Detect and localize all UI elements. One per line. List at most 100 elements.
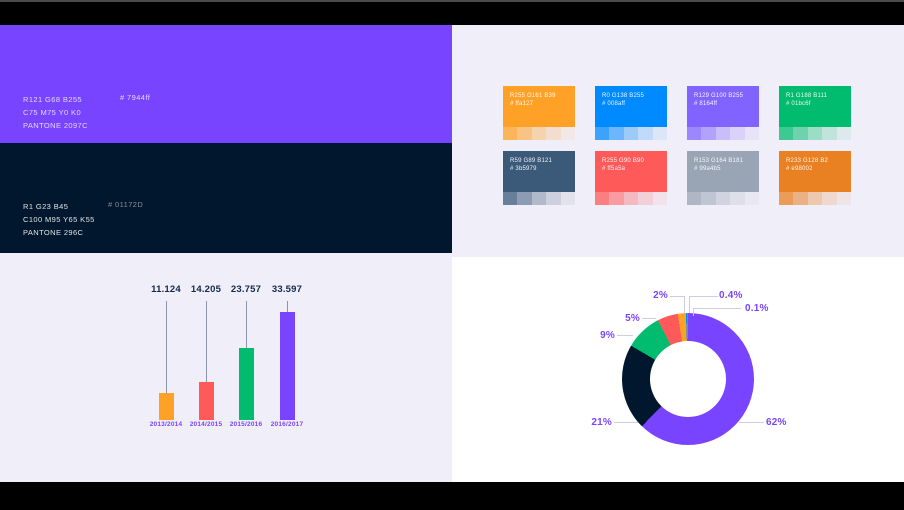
color-swatch-card: R255 G90 B90 # ff5a5a: [595, 151, 668, 205]
swatch-tint-strip: [503, 192, 576, 205]
swatch-tint-step: [638, 192, 653, 205]
swatch-color-area: R153 G164 B181 # 99a4b5: [687, 151, 759, 192]
swatch-tint-strip: [687, 192, 760, 205]
swatch-tint-step: [623, 127, 639, 140]
primary-cmyk-value: C75 M75 Y0 K0: [23, 108, 82, 117]
swatch-rgb-value: R153 G164 B181: [694, 158, 744, 164]
swatch-tint-step: [503, 192, 518, 205]
swatch-tint-step: [517, 192, 532, 205]
primary-color-block: R121 G68 B255 C75 M75 Y0 K0 PANTONE 2097…: [0, 25, 452, 143]
bar-2013/2014: [158, 393, 174, 420]
swatch-tint-step: [560, 127, 576, 140]
bar-leader-line: [206, 301, 207, 382]
bar-leader-line: [166, 301, 167, 393]
swatch-tint-strip: [595, 192, 668, 205]
secondary-cmyk-value: C100 M95 Y65 K55: [23, 215, 95, 224]
swatch-tint-step: [836, 192, 852, 205]
primary-hex-value: # 7944ff: [120, 93, 151, 102]
swatch-tint-step: [609, 127, 624, 140]
swatch-tint-step: [730, 127, 745, 140]
swatch-hex-value: # 3b5979: [510, 166, 537, 172]
top-divider: [0, 0, 904, 2]
swatch-hex-value: # ffa127: [510, 101, 534, 107]
leader-line-9pct: [617, 335, 633, 336]
bar-leader-line: [246, 301, 247, 348]
swatch-hex-value: # ff5a5a: [602, 166, 626, 172]
color-swatch-card: R233 G128 B2 # e98002: [779, 151, 852, 205]
swatch-rgb-value: R0 G138 B255: [602, 93, 645, 99]
swatch-tint-step: [623, 192, 639, 205]
swatch-color-area: R1 G188 B111 # 01bc6f: [779, 86, 851, 127]
swatch-tint-step: [744, 127, 760, 140]
swatch-color-area: R255 G161 B39 # ffa127: [503, 86, 575, 127]
swatch-hex-value: # e98002: [786, 166, 813, 172]
swatch-tint-step: [793, 127, 808, 140]
bar-2015/2016: [238, 348, 254, 420]
swatch-rgb-value: R59 G89 B121: [510, 158, 553, 164]
swatch-color-area: R233 G128 B2 # e98002: [779, 151, 851, 192]
swatch-tint-step: [531, 127, 547, 140]
leader-line-2pct-h: [670, 296, 684, 297]
swatch-tint-step: [701, 127, 716, 140]
donut-hole: [650, 341, 726, 417]
swatch-color-area: R255 G90 B90 # ff5a5a: [595, 151, 667, 192]
color-swatch-card: R0 G138 B255 # 008aff: [595, 86, 668, 140]
swatch-tint-step: [546, 127, 561, 140]
secondary-rgb-value: R1 G23 B45: [23, 202, 69, 211]
swatch-tint-strip: [779, 192, 852, 205]
leader-line-0-1pct-h: [693, 308, 741, 309]
donut-slice-label: 0.1%: [745, 303, 769, 314]
swatch-tint-step: [744, 192, 760, 205]
bar-value-label: 11.124: [151, 284, 181, 295]
swatch-rgb-value: R255 G161 B39: [510, 93, 556, 99]
bar-category-label: 2016/2017: [270, 421, 304, 428]
secondary-color-spec: R1 G23 B45 C100 M95 Y65 K55 PANTONE 296C: [23, 200, 95, 239]
donut-chart-panel: 62% 21% 9% 5% 2% 0.4% 0.1%: [452, 257, 904, 482]
swatch-hex-value: # 8164ff: [694, 101, 718, 107]
primary-pantone-value: PANTONE 2097C: [23, 121, 88, 130]
swatch-hex-value: # 99a4b5: [694, 166, 721, 172]
swatch-color-area: R59 G89 B121 # 3b5979: [503, 151, 575, 192]
swatch-tint-step: [595, 192, 610, 205]
swatch-tint-step: [779, 192, 794, 205]
leader-line-21pct: [614, 422, 638, 423]
leader-line-5pct: [642, 318, 656, 319]
bar-2014/2015: [198, 382, 214, 420]
bar-2016/2017: [279, 312, 295, 420]
swatch-tint-step: [652, 192, 668, 205]
swatch-tint-step: [793, 192, 808, 205]
swatch-hex-value: # 008aff: [602, 101, 626, 107]
swatch-tint-step: [595, 127, 610, 140]
swatch-tint-strip: [779, 127, 852, 140]
swatch-tint-step: [638, 127, 653, 140]
swatch-tint-strip: [503, 127, 576, 140]
secondary-pantone-value: PANTONE 296C: [23, 228, 84, 237]
leader-line-0-4pct-v: [689, 296, 690, 313]
swatch-rgb-value: R1 G188 B111: [786, 93, 828, 99]
swatch-tint-step: [836, 127, 852, 140]
secondary-color-block: R1 G23 B45 C100 M95 Y65 K55 PANTONE 296C…: [0, 143, 452, 253]
leader-line-2pct-v: [684, 296, 685, 313]
swatch-tint-step: [560, 192, 576, 205]
palette-grid: R255 G161 B39 # ffa127 R0 G138 B255 # 008af…: [503, 86, 852, 205]
palette-panel: R255 G161 B39 # ffa127 R0 G138 B255 # 008af…: [452, 25, 904, 257]
swatch-rgb-value: R233 G128 B2: [786, 158, 829, 164]
swatch-tint-step: [546, 192, 561, 205]
swatch-hex-value: # 01bc6f: [786, 101, 811, 107]
bar-value-label: 23.757: [230, 284, 262, 295]
bar-category-label: 2014/2015: [189, 421, 223, 428]
color-swatch-card: R1 G188 B111 # 01bc6f: [779, 86, 852, 140]
bar-category-label: 2013/2014: [149, 421, 183, 428]
donut-slice-label: 0.4%: [719, 290, 743, 301]
swatch-tint-step: [807, 127, 823, 140]
swatch-tint-step: [701, 192, 716, 205]
leader-line-0-1pct-v: [693, 308, 694, 316]
swatch-tint-step: [822, 127, 837, 140]
bar-category-label: 2015/2016: [229, 421, 263, 428]
bar-leader-line: [287, 301, 288, 312]
swatch-tint-step: [730, 192, 745, 205]
color-swatch-card: R59 G89 B121 # 3b5979: [503, 151, 576, 205]
donut-slice-label: 9%: [600, 330, 615, 341]
secondary-hex-value: # 01172D: [108, 200, 144, 209]
